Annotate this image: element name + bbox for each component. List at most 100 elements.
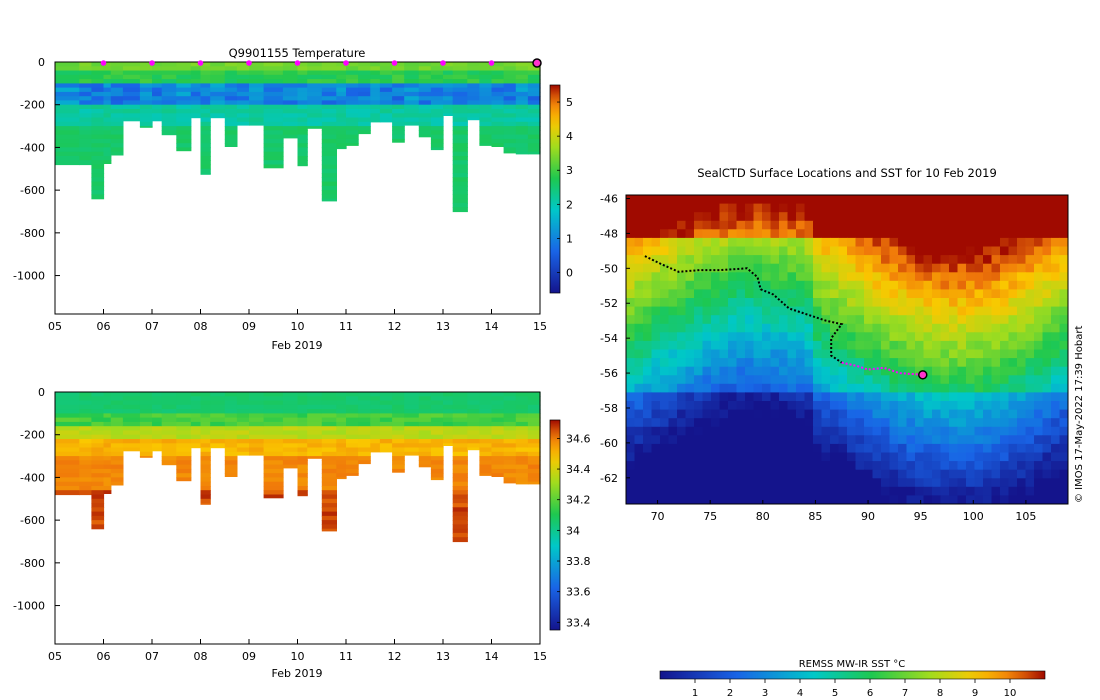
sst-cell <box>813 486 822 496</box>
heatmap-cell <box>515 147 529 153</box>
sst-cell <box>847 195 856 205</box>
heatmap-cell <box>210 113 226 119</box>
sst-cell <box>906 358 916 368</box>
heatmap-cell <box>210 109 226 114</box>
sst-cell <box>838 366 848 376</box>
heatmap-cell <box>236 400 250 406</box>
sst-cell <box>728 469 737 479</box>
heatmap-cell <box>491 468 505 474</box>
sst-cell <box>626 263 635 273</box>
sst-cell <box>1000 237 1009 247</box>
sst-cell <box>957 332 967 342</box>
sst-cell <box>1059 272 1069 282</box>
sst-cell <box>1051 229 1060 239</box>
sst-cell <box>728 237 737 247</box>
heatmap-cell <box>479 468 493 474</box>
sst-cell <box>1034 246 1043 256</box>
heatmap-cell <box>515 83 529 89</box>
heatmap-cell <box>176 87 192 93</box>
heatmap-cell <box>503 426 517 432</box>
sst-cell <box>1017 469 1026 479</box>
heatmap-cell <box>224 473 238 477</box>
heatmap-cell <box>263 494 284 499</box>
sst-cell <box>847 289 856 299</box>
sst-cell <box>932 220 941 230</box>
sst-cell <box>864 366 873 376</box>
heatmap-cell <box>200 490 211 496</box>
sst-cell <box>847 340 856 350</box>
heatmap-cell <box>282 396 299 402</box>
heatmap-cell <box>418 417 432 423</box>
sst-cell <box>889 486 899 496</box>
heatmap-cell <box>358 426 371 432</box>
sst-cell <box>660 263 669 273</box>
heatmap-cell <box>392 443 405 449</box>
heatmap-cell <box>152 417 163 423</box>
sst-cell <box>685 340 695 350</box>
sst-cell <box>651 495 661 505</box>
heatmap-cell <box>282 134 299 139</box>
sst-cell <box>643 298 652 308</box>
sst-cell <box>838 383 848 393</box>
sst-cell <box>1008 469 1018 479</box>
sst-cell <box>719 229 729 239</box>
sst-cell <box>1042 272 1052 282</box>
sst-cell <box>736 212 746 222</box>
sst-cell <box>1017 212 1026 222</box>
sst-cell <box>762 478 771 488</box>
heatmap-cell <box>79 79 92 84</box>
sst-cell <box>1034 383 1043 393</box>
sst-cell <box>830 340 839 350</box>
sst-cell <box>1000 246 1009 256</box>
heatmap-cell <box>210 392 226 397</box>
sst-cell <box>728 461 737 471</box>
heatmap-cell <box>224 439 238 444</box>
heatmap-cell <box>379 79 393 84</box>
sst-cell <box>1017 452 1026 462</box>
y-tick-label: -600 <box>20 514 45 527</box>
sst-cell <box>991 401 1001 411</box>
heatmap-cell <box>452 498 468 504</box>
sst-cell <box>898 195 907 205</box>
sst-cell <box>940 495 950 505</box>
sst-cell <box>932 195 941 205</box>
heatmap-cell <box>263 451 284 457</box>
heatmap-cell <box>110 396 124 402</box>
heatmap-cell <box>103 147 112 153</box>
heatmap-cell <box>467 430 480 436</box>
heatmap-cell <box>122 83 141 89</box>
heatmap-cell <box>224 83 238 89</box>
heatmap-cell <box>139 426 153 432</box>
heatmap-cell <box>452 447 468 453</box>
sst-cell <box>762 435 771 445</box>
heatmap-cell <box>346 439 359 444</box>
sst-cell <box>830 220 839 230</box>
sst-cell <box>949 469 958 479</box>
sst-cell <box>949 246 958 256</box>
heatmap-cell <box>55 74 80 80</box>
sst-cell <box>923 255 933 265</box>
sst-cell <box>651 263 661 273</box>
heatmap-cell <box>346 91 359 97</box>
sst-cell <box>1008 272 1018 282</box>
heatmap-cell <box>55 138 80 144</box>
heatmap-cell <box>418 447 432 453</box>
sst-cell <box>770 289 780 299</box>
heatmap-cell <box>79 434 92 440</box>
heatmap-cell <box>139 126 153 128</box>
sst-cell <box>745 443 754 453</box>
sst-cell <box>643 366 652 376</box>
sst-cell <box>1051 315 1060 325</box>
sst-cell <box>796 478 805 488</box>
sst-cell <box>745 478 754 488</box>
sst-cell <box>787 323 797 333</box>
heatmap-cell <box>515 138 529 144</box>
sst-cell <box>966 426 975 436</box>
heatmap-cell <box>452 417 468 423</box>
heatmap-cell <box>139 451 153 457</box>
heatmap-cell <box>467 79 480 84</box>
sst-cell <box>813 340 822 350</box>
sst-cell <box>915 478 924 488</box>
heatmap-cell <box>190 91 202 97</box>
heatmap-cell <box>336 83 347 89</box>
